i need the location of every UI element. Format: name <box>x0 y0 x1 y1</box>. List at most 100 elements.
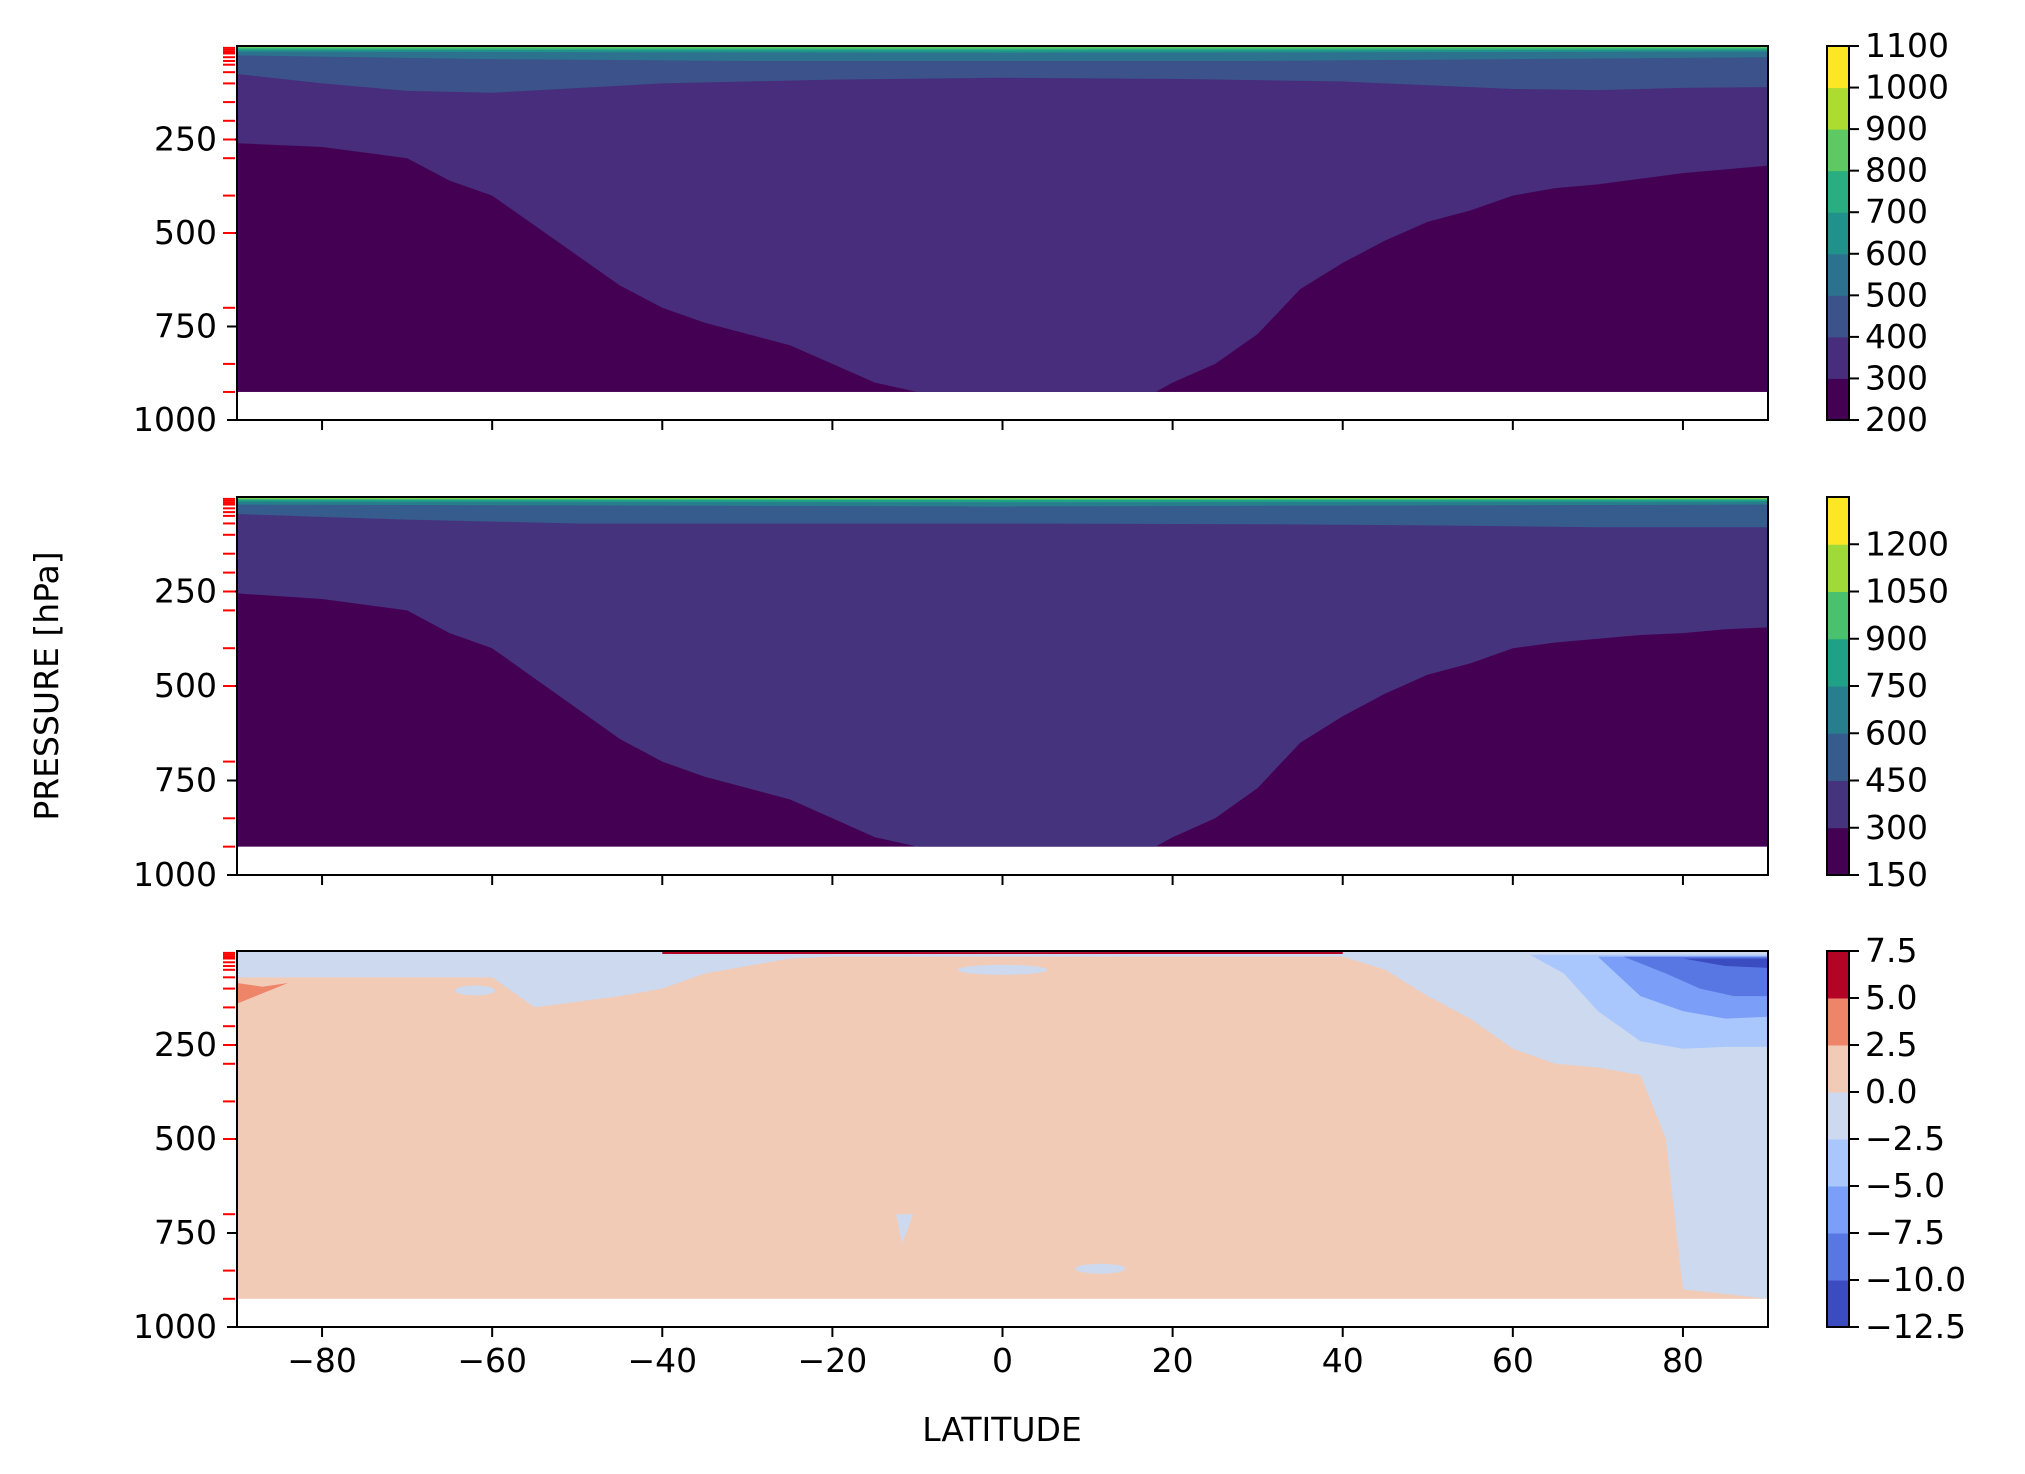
bottom-colorbar-label-3: −5.0 <box>1865 1166 1945 1205</box>
top-ytick-label-1000: 1000 <box>133 400 217 439</box>
bottom-colorbar-segment-1 <box>1827 1233 1849 1281</box>
middle-ytick-label-500: 500 <box>154 666 217 705</box>
top-colorbar-label-6: 800 <box>1865 151 1928 190</box>
bottom-spot-a <box>896 1214 914 1245</box>
bottom-colorbar-label-2: −7.5 <box>1865 1213 1945 1252</box>
top-colorbar-label-0: 200 <box>1865 400 1928 439</box>
middle-colorbar-segment-1 <box>1827 780 1849 829</box>
top-colorbar-segment-1 <box>1827 336 1849 379</box>
top-colorbar-label-7: 900 <box>1865 109 1928 148</box>
top-axes-frame <box>236 45 1769 421</box>
top-colorbar-segment-2 <box>1827 295 1849 338</box>
bottom-region-3 <box>1623 956 1768 997</box>
top-colorbar-label-8: 1000 <box>1865 68 1949 107</box>
top-colorbar-segment-0 <box>1827 378 1849 421</box>
x-axis-label: LATITUDE <box>922 1410 1082 1449</box>
bottom-colorbar-segment-3 <box>1827 1139 1849 1187</box>
top-ytick-label-750: 750 <box>154 307 217 346</box>
bottom-colorbar-label-1: −10.0 <box>1865 1260 1966 1299</box>
bottom-xtick-label-0: 0 <box>992 1341 1013 1380</box>
middle-colorbar: 150 300 450 600 750 900 1050 1200 <box>1826 496 1949 894</box>
middle-ytick-label-750: 750 <box>154 761 217 800</box>
middle-colorbar-segment-0 <box>1827 827 1849 876</box>
middle-contour-area <box>237 497 1768 847</box>
top-model-level-markers <box>223 46 235 393</box>
bottom-colorbar-segment-7 <box>1827 951 1849 999</box>
panel-middle: 250 500 750 1000 150 300 450 600 750 900 1050 1200 <box>133 496 1949 894</box>
top-colorbar-segment-5 <box>1827 170 1849 213</box>
bottom-xtick-label-40: 40 <box>1322 1341 1364 1380</box>
middle-colorbar-label-5: 900 <box>1865 619 1928 658</box>
top-colorbar-label-3: 500 <box>1865 275 1928 314</box>
top-ytick-label-250: 250 <box>154 120 217 159</box>
bottom-colorbar-label-7: 5.0 <box>1865 978 1917 1017</box>
y-axis-label: PRESSURE [hPa] <box>27 551 66 820</box>
middle-model-level-markers <box>223 497 235 848</box>
middle-band-1 <box>237 497 1768 847</box>
top-colorbar-label-2: 400 <box>1865 317 1928 356</box>
bottom-colorbar-segment-4 <box>1827 1092 1849 1140</box>
top-ytick-label-500: 500 <box>154 213 217 252</box>
bottom-colorbar-segment-5 <box>1827 1045 1849 1093</box>
bottom-colorbar: −12.5 −10.0 −7.5 −5.0 −2.5 0.0 2.5 5.0 7.5 <box>1826 931 1966 1346</box>
bottom-xtick-label--40: −40 <box>627 1341 697 1380</box>
middle-colorbar-label-1: 300 <box>1865 808 1928 847</box>
middle-colorbar-segment-5 <box>1827 591 1849 640</box>
top-axis-ticks: 250 500 750 1000 <box>133 120 1684 439</box>
top-colorbar-label-1: 300 <box>1865 358 1928 397</box>
top-colorbar-segment-4 <box>1827 212 1849 255</box>
bottom-colorbar-segment-2 <box>1827 1186 1849 1234</box>
middle-colorbar-label-3: 600 <box>1865 713 1928 752</box>
bottom-ytick-label-750: 750 <box>154 1213 217 1252</box>
bottom-xtick-label--80: −80 <box>287 1341 357 1380</box>
bottom-colorbar-label-5: 0.0 <box>1865 1072 1917 1111</box>
middle-colorbar-label-6: 1050 <box>1865 572 1949 611</box>
bottom-ytick-label-250: 250 <box>154 1025 217 1064</box>
bottom-ytick-label-1000: 1000 <box>133 1307 217 1346</box>
top-colorbar-label-9: 1100 <box>1865 26 1949 65</box>
middle-colorbar-segment-2 <box>1827 733 1849 781</box>
bottom-xtick-label--20: −20 <box>798 1341 868 1380</box>
bottom-model-level-markers <box>223 951 235 1300</box>
middle-colorbar-segment-4 <box>1827 638 1849 687</box>
bottom-spot-d <box>455 985 496 996</box>
top-colorbar-segment-3 <box>1827 253 1849 296</box>
panel-bottom: −80 −60 −40 −20 0 20 40 60 80 250 500 750 1000 −12.5… <box>133 931 1966 1380</box>
middle-colorbar-segment-6 <box>1827 544 1849 592</box>
bottom-axis-ticks: −80 −60 −40 −20 0 20 40 60 80 250 500 750 1000 <box>133 1025 1704 1380</box>
bottom-region-6 <box>662 951 1343 955</box>
bottom-axes-frame <box>236 950 1769 1328</box>
middle-ytick-label-250: 250 <box>154 572 217 611</box>
top-colorbar-segment-6 <box>1827 129 1849 172</box>
top-colorbar-label-5: 700 <box>1865 192 1928 231</box>
top-colorbar-label-4: 600 <box>1865 234 1928 273</box>
bottom-xtick-label-80: 80 <box>1662 1341 1704 1380</box>
middle-colorbar-label-0: 150 <box>1865 855 1928 894</box>
bottom-contour-area <box>237 951 1768 1299</box>
bottom-colorbar-label-8: 7.5 <box>1865 931 1917 970</box>
middle-colorbar-segment-7 <box>1827 497 1849 545</box>
bottom-ytick-label-500: 500 <box>154 1119 217 1158</box>
bottom-xtick-label-20: 20 <box>1152 1341 1194 1380</box>
middle-axes-frame <box>236 496 1769 876</box>
middle-ytick-label-1000: 1000 <box>133 855 217 894</box>
top-contour-area <box>237 46 1768 392</box>
middle-colorbar-segment-3 <box>1827 686 1849 734</box>
top-colorbar-segment-7 <box>1827 87 1849 130</box>
bottom-colorbar-label-4: −2.5 <box>1865 1119 1945 1158</box>
bottom-spot-b <box>1075 1263 1126 1274</box>
bottom-xtick-label--60: −60 <box>457 1341 527 1380</box>
bottom-xtick-label-60: 60 <box>1492 1341 1534 1380</box>
top-band-1 <box>237 46 1768 392</box>
top-colorbar-frame <box>1826 45 1850 421</box>
bottom-colorbar-label-6: 2.5 <box>1865 1025 1917 1064</box>
bottom-colorbar-label-0: −12.5 <box>1865 1307 1966 1346</box>
top-colorbar-segment-8 <box>1827 46 1849 89</box>
bottom-colorbar-segment-0 <box>1827 1280 1849 1328</box>
bottom-region-4 <box>1682 958 1768 968</box>
bottom-spot-c <box>957 964 1048 975</box>
bottom-colorbar-segment-6 <box>1827 998 1849 1046</box>
